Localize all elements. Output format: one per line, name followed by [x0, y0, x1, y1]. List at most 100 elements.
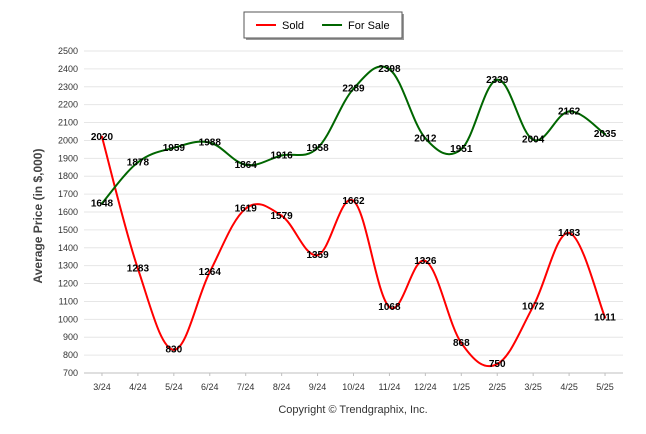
- data-point-sold: [388, 305, 391, 309]
- y-tick-label: 1000: [58, 314, 78, 324]
- x-tick-label: 7/24: [237, 382, 255, 392]
- data-point-sold: [208, 270, 211, 274]
- x-tick-label: 6/24: [201, 382, 219, 392]
- y-tick-label: 1800: [58, 171, 78, 181]
- y-tick-label: 1900: [58, 153, 78, 163]
- y-tick-label: 2200: [58, 100, 78, 110]
- x-tick-label: 10/24: [342, 382, 365, 392]
- data-label-for-sale: 2035: [594, 129, 617, 140]
- data-label-sold: 2020: [91, 132, 114, 143]
- data-label-sold: 1579: [271, 211, 294, 222]
- legend-label-for-sale: For Sale: [348, 20, 390, 32]
- x-tick-label: 2/25: [488, 382, 506, 392]
- x-tick-label: 5/24: [165, 382, 183, 392]
- data-label-for-sale: 1864: [235, 160, 258, 171]
- data-point-sold: [316, 253, 319, 257]
- y-tick-label: 900: [63, 332, 78, 342]
- series-line-sold: [101, 136, 606, 368]
- data-point-for-sale: [280, 154, 283, 157]
- data-label-sold: 1359: [306, 250, 329, 261]
- y-tick-label: 1700: [58, 189, 78, 199]
- data-label-sold: 1619: [235, 204, 258, 215]
- data-point-for-sale: [496, 78, 499, 82]
- series-line-for-sale: [101, 65, 606, 205]
- x-tick-label: 4/25: [560, 382, 578, 392]
- data-label-for-sale: 1878: [127, 157, 150, 168]
- data-point-for-sale: [172, 146, 176, 149]
- data-point-sold: [280, 214, 283, 217]
- grid: [84, 50, 623, 374]
- data-label-sold: 868: [453, 338, 470, 349]
- data-label-sold: 1264: [199, 267, 222, 278]
- y-tick-label: 2500: [58, 46, 78, 56]
- y-tick-label: 2400: [58, 64, 78, 74]
- data-point-sold: [136, 267, 140, 270]
- y-tick-label: 2100: [58, 118, 78, 128]
- data-label-for-sale: 1951: [450, 144, 473, 155]
- data-label-sold: 750: [489, 359, 506, 370]
- data-label-sold: 1326: [414, 256, 437, 267]
- data-point-for-sale: [352, 87, 355, 90]
- y-tick-label: 1300: [58, 261, 78, 271]
- data-point-for-sale: [567, 110, 571, 113]
- data-point-sold: [244, 207, 247, 210]
- data-label-for-sale: 1959: [163, 143, 186, 154]
- data-label-sold: 1011: [594, 312, 616, 323]
- series-lines: [100, 65, 607, 368]
- data-label-for-sale: 2398: [378, 64, 401, 75]
- data-label-for-sale: 2339: [486, 75, 509, 86]
- data-point-sold: [172, 348, 176, 351]
- y-tick-label: 1500: [58, 225, 78, 235]
- data-point-for-sale: [208, 141, 211, 144]
- data-labels: 2020 1283 830 1264 1619 1579 1359 1662 1068 1326 8…: [91, 64, 617, 370]
- data-point-sold: [100, 135, 104, 139]
- data-label-sold: 1662: [342, 196, 365, 207]
- data-point-for-sale: [531, 138, 535, 141]
- x-tick-label: 9/24: [309, 382, 327, 392]
- data-label-sold: 1283: [127, 264, 150, 275]
- data-point-sold: [424, 259, 427, 263]
- y-tick-label: 700: [63, 368, 78, 378]
- data-point-sold: [352, 199, 355, 203]
- y-tick-label: 2300: [58, 82, 78, 92]
- data-point-sold: [460, 341, 463, 345]
- data-point-for-sale: [388, 68, 391, 71]
- x-tick-label: 3/24: [93, 382, 111, 392]
- x-tick-label: 1/25: [453, 382, 471, 392]
- x-tick-label: 12/24: [414, 382, 437, 392]
- data-label-sold: 1483: [558, 228, 581, 239]
- y-tick-label: 2000: [58, 135, 78, 145]
- y-axis-title: Average Price (in $,000): [31, 149, 45, 284]
- data-point-for-sale: [136, 161, 140, 164]
- y-tick-label: 1600: [58, 207, 78, 217]
- data-label-sold: 830: [165, 345, 182, 356]
- data-point-sold: [531, 305, 535, 308]
- data-label-for-sale: 2012: [414, 133, 437, 144]
- legend-label-sold: Sold: [282, 20, 304, 32]
- data-label-for-sale: 1958: [306, 143, 329, 154]
- axes: 700 800 900 1000 1100 1200 1300 1400 1500 1600 170…: [58, 46, 623, 392]
- data-point-for-sale: [424, 137, 427, 140]
- y-tick-label: 800: [63, 350, 78, 360]
- data-label-sold: 1072: [522, 301, 545, 312]
- data-label-for-sale: 1988: [199, 138, 222, 149]
- data-point-for-sale: [244, 163, 247, 166]
- data-point-sold: [567, 231, 571, 235]
- data-label-for-sale: 1648: [91, 198, 114, 209]
- data-label-sold: 1068: [378, 302, 401, 313]
- x-tick-label: 4/24: [129, 382, 147, 392]
- data-point-sold: [496, 362, 499, 366]
- data-point-for-sale: [460, 148, 463, 151]
- legend: Sold For Sale: [243, 11, 404, 40]
- data-point-for-sale: [100, 202, 104, 205]
- copyright-text: Copyright © Trendgraphix, Inc.: [278, 404, 427, 416]
- x-tick-label: 5/25: [596, 382, 614, 392]
- data-point-for-sale: [316, 146, 319, 150]
- data-label-for-sale: 1916: [271, 150, 294, 161]
- data-point-for-sale: [603, 132, 607, 136]
- x-tick-label: 3/25: [524, 382, 542, 392]
- y-tick-label: 1100: [59, 296, 78, 306]
- data-label-for-sale: 2162: [558, 106, 581, 117]
